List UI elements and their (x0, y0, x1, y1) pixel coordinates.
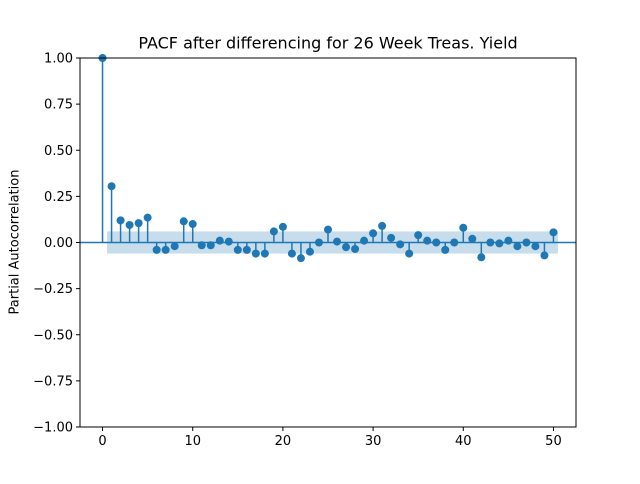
stem-marker-lag-49 (540, 251, 549, 260)
stem-marker-lag-18 (260, 249, 269, 258)
stem-marker-lag-35 (414, 231, 423, 240)
stem-marker-lag-29 (360, 236, 369, 245)
stem-marker-lag-36 (423, 236, 432, 245)
stem-marker-lag-13 (215, 236, 224, 245)
stem-marker-lag-41 (468, 234, 477, 243)
stem-marker-lag-32 (387, 233, 396, 242)
stem-marker-lag-12 (206, 241, 215, 250)
stem-marker-lag-23 (305, 247, 314, 256)
stem-marker-lag-38 (441, 245, 450, 254)
y-tick-label: 0.75 (44, 98, 73, 113)
y-tick-label: 0.00 (44, 236, 73, 251)
stem-marker-lag-44 (495, 239, 504, 248)
stem-marker-lag-25 (324, 225, 332, 234)
stem-marker-lag-40 (459, 223, 468, 232)
stem-marker-lag-17 (251, 249, 260, 258)
stem-marker-lag-1 (107, 182, 116, 191)
x-tick-label: 50 (545, 434, 562, 449)
x-tick-label: 30 (365, 434, 382, 449)
stem-marker-lag-9 (179, 217, 188, 226)
stem-marker-lag-42 (477, 253, 486, 262)
stem-marker-lag-47 (522, 238, 531, 247)
stem-marker-lag-50 (549, 228, 558, 237)
stem-marker-lag-7 (161, 245, 170, 254)
stem-marker-lag-37 (432, 238, 441, 247)
stem-marker-lag-39 (450, 238, 459, 247)
stem-marker-lag-30 (369, 229, 378, 238)
stem-marker-lag-2 (116, 216, 125, 225)
y-tick-label: 0.25 (44, 190, 73, 205)
y-tick-label: −0.25 (33, 282, 73, 297)
stem-marker-lag-14 (224, 237, 233, 246)
stem-marker-lag-21 (287, 249, 296, 258)
stem-marker-lag-26 (333, 237, 342, 246)
stem-marker-lag-19 (269, 227, 278, 236)
y-tick-label: 0.50 (44, 144, 73, 159)
x-tick-label: 20 (275, 434, 292, 449)
stem-marker-lag-3 (125, 220, 134, 229)
stem-marker-lag-27 (342, 243, 351, 252)
stem-marker-lag-48 (531, 242, 540, 251)
stem-marker-lag-20 (278, 222, 287, 231)
x-tick-label: 10 (184, 434, 201, 449)
x-tick-label: 0 (98, 434, 106, 449)
chart-title: PACF after differencing for 26 Week Trea… (138, 34, 517, 53)
stem-marker-lag-33 (396, 240, 405, 249)
stem-marker-lag-46 (513, 242, 522, 251)
stem-marker-lag-11 (197, 241, 206, 250)
stem-marker-lag-6 (152, 245, 161, 254)
stem-marker-lag-22 (296, 254, 305, 263)
y-tick-label: −0.50 (33, 328, 73, 343)
y-axis-label: Partial Autocorrelation (8, 170, 23, 315)
stem-marker-lag-45 (504, 236, 513, 245)
stem-marker-lag-43 (486, 238, 495, 247)
stem-marker-lag-34 (405, 249, 414, 258)
stem-marker-lag-28 (351, 244, 360, 253)
x-tick-label: 40 (455, 434, 472, 449)
stem-marker-lag-31 (378, 221, 387, 230)
y-tick-label: −1.00 (33, 421, 73, 436)
stem-marker-lag-8 (170, 242, 179, 251)
stem-marker-lag-10 (188, 220, 197, 229)
stem-marker-lag-5 (143, 213, 152, 222)
stem-marker-lag-24 (314, 238, 323, 247)
plot-area: 0 10 20 30 40 50 1.00 0.75 0.50 0.25 0.00 −0.25 −0.5… (33, 52, 577, 449)
y-tick-label: 1.00 (44, 52, 73, 67)
y-tick-label: −0.75 (33, 374, 73, 389)
stem-marker-lag-4 (134, 219, 143, 228)
stem-marker-lag-16 (242, 245, 251, 254)
stem-marker-lag-15 (233, 245, 242, 254)
